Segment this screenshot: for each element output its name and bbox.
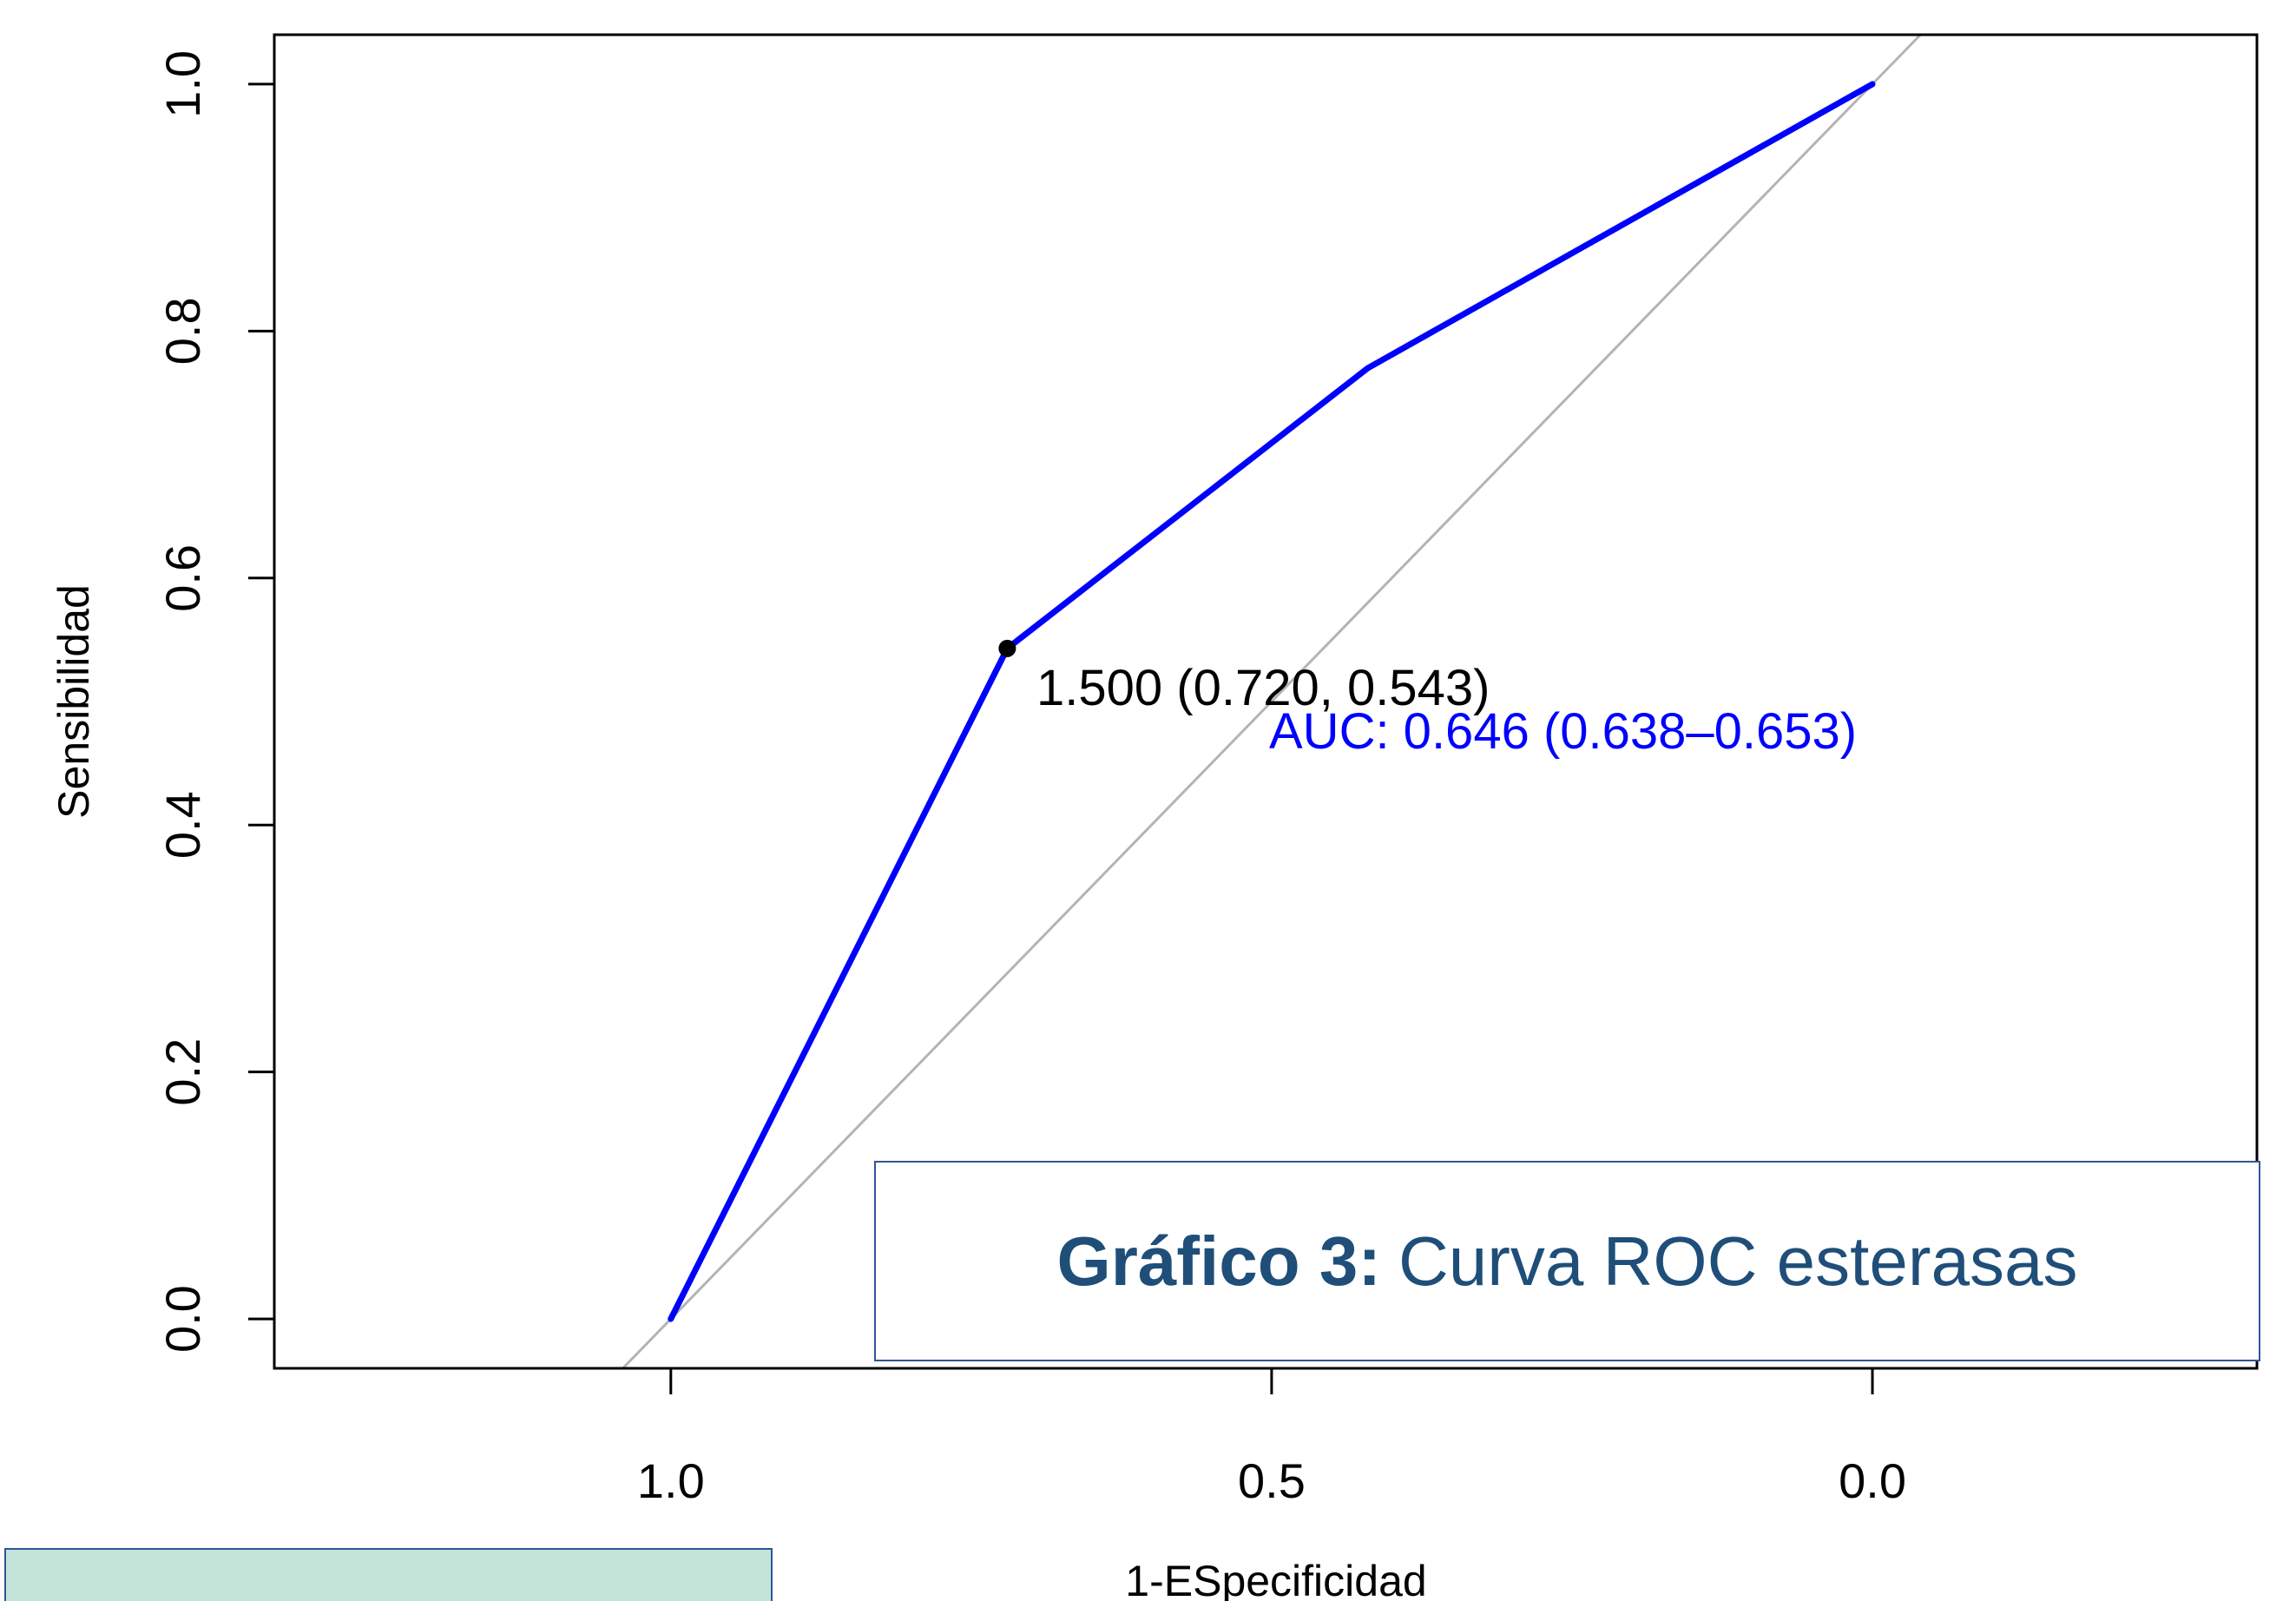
auc-label: AUC: 0.646 (0.638–0.653) <box>1269 703 1857 760</box>
caption-number: Gráfico 3: <box>1056 1222 1381 1300</box>
threshold-label: 1.500 (0.720, 0.543) <box>1036 660 1490 716</box>
reference-diagonal-line <box>622 35 1922 1368</box>
y-axis-title: Sensibilidad <box>49 584 98 819</box>
y-axis: 0.0 0.2 0.4 0.6 0.8 1.0 <box>155 50 274 1353</box>
x-tick-label: 0.0 <box>1839 1453 1906 1508</box>
roc-curve-line <box>668 81 1876 1322</box>
note-box <box>4 1548 773 1601</box>
x-axis: 1.0 0.5 0.0 <box>637 1367 1906 1508</box>
y-tick-label: 1.0 <box>155 50 210 118</box>
y-tick-label: 0.4 <box>155 791 210 859</box>
x-tick-label: 1.0 <box>637 1453 705 1508</box>
y-tick-label: 0.8 <box>155 297 210 365</box>
caption-text: Curva ROC esterasas <box>1398 1222 2078 1300</box>
figure-caption: Gráfico 3: Curva ROC esterasas <box>874 1161 2260 1361</box>
y-tick-label: 0.0 <box>155 1285 210 1353</box>
x-axis-title: 1-ESpecificidad <box>1125 1557 1426 1601</box>
y-tick-label: 0.6 <box>155 544 210 612</box>
y-tick-label: 0.2 <box>155 1038 210 1106</box>
x-tick-label: 0.5 <box>1238 1453 1306 1508</box>
threshold-point <box>998 639 1016 657</box>
